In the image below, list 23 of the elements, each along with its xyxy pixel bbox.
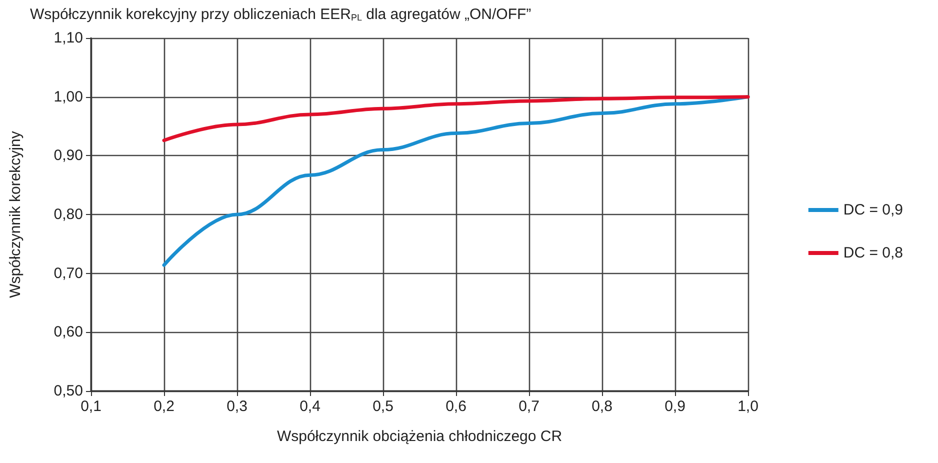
- x-tick-label: 0,9: [664, 398, 686, 415]
- y-tick-label: 0,50: [54, 382, 83, 400]
- x-tick-label: 0,4: [300, 398, 320, 415]
- y-tick-label: 0,80: [54, 206, 83, 223]
- x-tick-label: 0,2: [154, 398, 174, 415]
- line-series: [162, 95, 750, 142]
- x-tick-label: 0,1: [80, 398, 102, 415]
- legend-label: DC = 0,9: [843, 202, 904, 218]
- x-tick-label: 0,7: [518, 398, 540, 415]
- x-tick-label: 0,6: [446, 398, 466, 415]
- y-axis-title: Współczynnik korekcyjny: [7, 130, 24, 298]
- x-axis-title: Współczynnik obciążenia chłodniczego CR: [276, 428, 562, 445]
- y-tick-label: 1,10: [54, 30, 83, 46]
- y-tick-label: 0,60: [54, 324, 83, 341]
- y-tick-label: 1,00: [54, 88, 83, 106]
- x-tick-label: 0,3: [226, 398, 248, 415]
- legend-label: DC = 0,8: [843, 244, 904, 262]
- y-tick-label: 0,90: [54, 147, 83, 164]
- y-tick-label: 0,70: [54, 264, 83, 282]
- x-tick-label: 0,5: [372, 398, 394, 415]
- chart-title: Współczynnik korekcyjny przy obliczeniach EERPL dla agregatów „ON/OFF”: [30, 6, 532, 23]
- x-tick-label: 0,8: [592, 398, 612, 415]
- x-tick-label: 1,0: [738, 398, 758, 415]
